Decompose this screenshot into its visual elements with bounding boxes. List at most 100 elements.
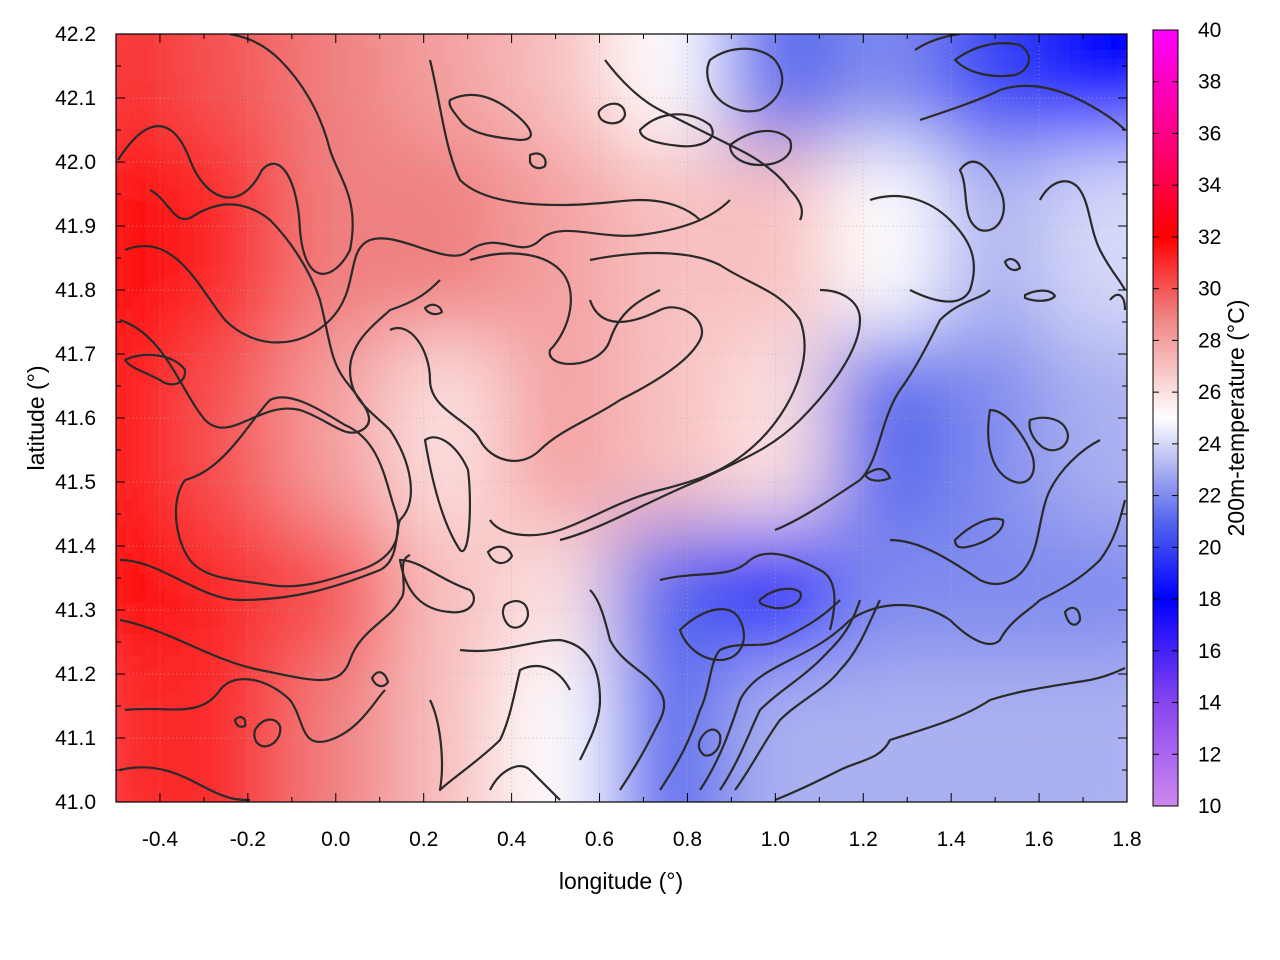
- contour-line: [849, 499, 1127, 645]
- y-tick-label: 42.1: [55, 87, 96, 110]
- contour-line: [124, 678, 386, 743]
- y-tick-label: 41.8: [55, 279, 96, 302]
- colorbar: 10 12 14 16 18 20 22 24 26 28 30 32 34 36 38 40 200m-te…: [1152, 19, 1249, 818]
- colorbar-swatch: [1152, 29, 1179, 807]
- contour-line: [117, 34, 354, 275]
- colorbar-tick-label: 32: [1198, 226, 1221, 249]
- heatmap-blur-group: [116, 34, 1127, 802]
- contour-line: [389, 299, 704, 462]
- colorbar-tick-label: 16: [1198, 640, 1221, 663]
- y-tick-label: 41.9: [55, 215, 96, 238]
- contour-line: [597, 102, 627, 125]
- y-tick-label: 42.0: [55, 151, 96, 174]
- colorbar-tick-label: 36: [1198, 122, 1221, 145]
- x-tick-label: 1.0: [761, 828, 790, 851]
- plot-area: -0.4 -0.2 0.0 0.2 0.4 0.6 0.8 1.0 1.2 1.4 1.6 1.8 4…: [55, 23, 1142, 851]
- x-tick-label: 1.6: [1024, 828, 1053, 851]
- contour-line: [987, 408, 1035, 484]
- contour-line: [774, 666, 1126, 802]
- contour-line: [528, 152, 547, 170]
- contour-line: [119, 553, 411, 681]
- colorbar-tick-label: 30: [1198, 278, 1221, 301]
- contour-line: [398, 558, 475, 614]
- colorbar-title: 200m-temperature (°C): [1223, 300, 1249, 537]
- heatmap-cell: [1042, 654, 1127, 802]
- contour-line: [1003, 258, 1022, 272]
- colorbar-tick-label: 34: [1198, 174, 1222, 197]
- colorbar-tick-label: 40: [1198, 19, 1221, 42]
- x-tick-label: -0.2: [230, 828, 266, 851]
- y-tick-label: 41.7: [55, 343, 96, 366]
- colorbar-tick-label: 14: [1198, 692, 1222, 715]
- contour-line: [953, 517, 1005, 549]
- contour-line: [919, 84, 1126, 131]
- x-tick-label: 1.8: [1112, 828, 1141, 851]
- contour-line: [119, 279, 441, 602]
- x-tick-label: 0.4: [497, 828, 527, 851]
- x-tick-label: 1.4: [937, 828, 967, 851]
- contour-line: [459, 638, 602, 761]
- colorbar-tick-label: 10: [1198, 795, 1221, 818]
- contour-line: [428, 59, 701, 221]
- x-axis-title: longitude (°): [559, 868, 683, 894]
- contour-line: [559, 288, 862, 542]
- contour-line: [1023, 289, 1057, 302]
- x-axis-ticks: -0.4 -0.2 0.0 0.2 0.4 0.6 0.8 1.0 1.2 1.4 1.6 1.8: [142, 34, 1142, 851]
- colorbar-tick-label: 24: [1198, 433, 1222, 456]
- colorbar-ticks: 10 12 14 16 18 20 22 24 26 28 30 32 34 36 38 40: [1153, 19, 1222, 818]
- contour-line: [699, 619, 851, 791]
- y-tick-label: 41.4: [55, 535, 96, 558]
- contour-line: [1109, 293, 1127, 311]
- contour-line: [953, 42, 1031, 78]
- contour-line: [758, 587, 803, 610]
- y-tick-label: 41.1: [55, 727, 96, 750]
- contour-lines: [117, 34, 1127, 802]
- contour-line: [728, 129, 793, 167]
- contour-line: [734, 599, 881, 791]
- contour-line: [489, 764, 561, 801]
- y-axis-ticks: 41.0 41.1 41.2 41.3 41.4 41.5 41.6 41.7 41.8 41.9…: [55, 23, 1127, 814]
- heatmap-field: [116, 34, 1127, 802]
- contour-line: [486, 545, 514, 565]
- contour-line: [659, 599, 841, 791]
- y-tick-label: 41.2: [55, 663, 96, 686]
- y-axis-title: latitude (°): [23, 365, 49, 470]
- contour-line: [604, 59, 804, 221]
- contour-line: [119, 189, 371, 434]
- x-tick-label: 0.0: [321, 828, 350, 851]
- contour-line: [863, 467, 892, 482]
- contour-line: [719, 599, 862, 791]
- contour-line: [958, 160, 1005, 232]
- contour-line: [123, 353, 187, 386]
- colorbar-tick-label: 20: [1198, 536, 1221, 559]
- colorbar-tick-label: 26: [1198, 381, 1221, 404]
- contour-line: [678, 608, 745, 662]
- y-tick-label: 41.5: [55, 471, 96, 494]
- contour-line: [423, 303, 444, 316]
- contour-line: [489, 251, 806, 537]
- colorbar-tick-label: 28: [1198, 329, 1221, 352]
- x-tick-label: -0.4: [142, 828, 179, 851]
- contour-line: [233, 716, 247, 728]
- y-tick-label: 42.2: [55, 23, 96, 46]
- contour-line: [429, 665, 571, 792]
- contour-line: [706, 47, 784, 113]
- y-tick-label: 41.6: [55, 407, 96, 430]
- contour-line: [1028, 416, 1070, 452]
- contour-line: [697, 728, 722, 757]
- contour-line: [1039, 180, 1126, 291]
- colorbar-tick-label: 18: [1198, 588, 1221, 611]
- contour-line: [589, 589, 666, 791]
- y-tick-label: 41.3: [55, 599, 96, 622]
- contour-line: [889, 439, 1101, 585]
- contour-line: [869, 195, 975, 303]
- contour-line: [253, 718, 282, 748]
- contour-line: [1063, 606, 1082, 626]
- contour-line: [423, 436, 471, 553]
- contour-line: [469, 252, 661, 366]
- colorbar-tick-label: 12: [1198, 743, 1221, 766]
- x-tick-label: 1.2: [849, 828, 878, 851]
- x-tick-label: 0.2: [409, 828, 438, 851]
- y-tick-label: 41.0: [55, 791, 96, 814]
